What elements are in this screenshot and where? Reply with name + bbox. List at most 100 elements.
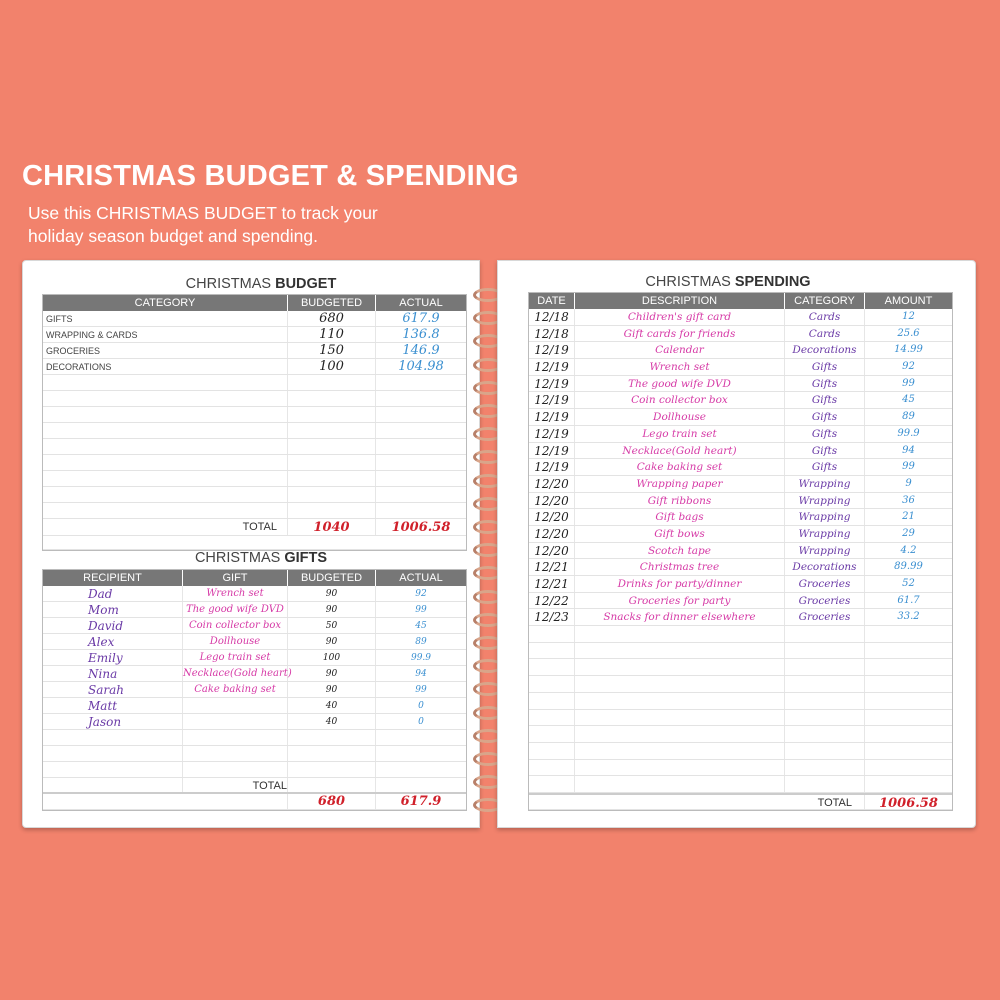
category-cell: Wrapping bbox=[785, 475, 865, 492]
amount-cell bbox=[865, 743, 952, 759]
category-cell bbox=[785, 776, 865, 792]
actual-cell bbox=[376, 439, 466, 454]
actual-cell: 94 bbox=[415, 669, 427, 679]
amount-cell bbox=[865, 626, 952, 642]
date-cell: 12/20 bbox=[529, 542, 575, 559]
table-row bbox=[43, 487, 466, 503]
recipient-cell bbox=[43, 746, 183, 761]
table-header: DATE DESCRIPTION CATEGORY AMOUNT bbox=[529, 293, 952, 309]
category-cell bbox=[43, 375, 288, 390]
total-actual: 617.9 bbox=[400, 794, 442, 809]
date-cell bbox=[529, 659, 575, 676]
table-row bbox=[529, 676, 952, 693]
page-title: CHRISTMAS BUDGET & SPENDING bbox=[22, 160, 519, 192]
column-header: GIFT bbox=[183, 570, 288, 586]
date-cell: 12/21 bbox=[529, 559, 575, 575]
category-cell bbox=[43, 471, 288, 486]
table-row bbox=[43, 439, 466, 455]
table-row: 12/19 Coin collector box Gifts 45 bbox=[529, 392, 952, 410]
date-cell: 12/22 bbox=[529, 592, 575, 609]
date-cell bbox=[529, 742, 575, 759]
amount-cell bbox=[865, 710, 952, 726]
gift-cell bbox=[183, 730, 288, 745]
blank-row bbox=[43, 536, 466, 550]
actual-cell bbox=[376, 487, 466, 502]
table-row: 12/19 Dollhouse Gifts 89 bbox=[529, 409, 952, 426]
gift-cell: Necklace(Gold heart) bbox=[183, 666, 292, 681]
table-row: GROCERIES 150 146.9 bbox=[43, 343, 466, 359]
category-cell: Wrapping bbox=[785, 509, 865, 525]
category-cell bbox=[785, 642, 865, 659]
actual-cell: 136.8 bbox=[402, 327, 440, 342]
date-cell: 12/19 bbox=[529, 425, 575, 442]
amount-cell bbox=[865, 676, 952, 692]
category-cell bbox=[43, 455, 288, 470]
budgeted-cell: 150 bbox=[288, 343, 376, 358]
actual-cell bbox=[376, 730, 466, 745]
actual-cell: 99 bbox=[415, 685, 427, 695]
table-row bbox=[529, 626, 952, 643]
description-cell: Children's gift card bbox=[575, 309, 785, 325]
category-cell bbox=[785, 626, 865, 642]
amount-cell: 99 bbox=[902, 461, 915, 473]
description-cell bbox=[575, 726, 785, 742]
table-row: 12/21 Drinks for party/dinner Groceries 52 bbox=[529, 576, 952, 593]
category-cell: Gifts bbox=[785, 392, 865, 409]
amount-cell: 4.2 bbox=[900, 544, 917, 556]
spending-title: CHRISTMAS SPENDING bbox=[498, 274, 958, 290]
budgeted-cell bbox=[288, 487, 376, 502]
table-header: RECIPIENT GIFT BUDGETED ACTUAL bbox=[43, 570, 466, 586]
table-row: 12/19 Wrench set Gifts 92 bbox=[529, 359, 952, 376]
actual-cell: 0 bbox=[418, 717, 424, 727]
category-cell: Gifts bbox=[785, 442, 865, 459]
description-cell bbox=[575, 626, 785, 642]
recipient-cell: Sarah bbox=[43, 682, 183, 697]
budget-title-bold: BUDGET bbox=[275, 276, 337, 292]
description-cell: Dollhouse bbox=[575, 409, 785, 425]
table-row: Sarah Cake baking set 90 99 bbox=[43, 682, 466, 698]
actual-cell bbox=[376, 455, 466, 470]
actual-cell bbox=[376, 762, 466, 777]
total-label: TOTAL bbox=[183, 778, 288, 792]
category-cell: Cards bbox=[785, 309, 865, 325]
budgeted-cell bbox=[288, 439, 376, 454]
date-cell bbox=[529, 626, 575, 642]
description-cell: The good wife DVD bbox=[575, 375, 785, 392]
left-page: CHRISTMAS BUDGET CATEGORY BUDGETED ACTUAL G… bbox=[22, 260, 480, 828]
budgeted-cell bbox=[288, 455, 376, 470]
table-row bbox=[529, 659, 952, 677]
table-row bbox=[529, 759, 952, 777]
column-header: ACTUAL bbox=[399, 572, 443, 584]
amount-cell bbox=[865, 693, 952, 709]
column-header: RECIPIENT bbox=[43, 570, 183, 586]
category-cell: Decorations bbox=[785, 342, 865, 359]
actual-cell: 92 bbox=[415, 589, 427, 599]
description-cell: Cake baking set bbox=[575, 459, 785, 475]
description-cell: Coin collector box bbox=[575, 392, 785, 409]
description-cell bbox=[575, 759, 785, 776]
table-row: 12/20 Scotch tape Wrapping 4.2 bbox=[529, 542, 952, 560]
table-row: Matt 40 0 bbox=[43, 698, 466, 714]
column-header: AMOUNT bbox=[884, 295, 933, 307]
gift-cell bbox=[183, 714, 288, 729]
category-cell: Gifts bbox=[785, 459, 865, 475]
date-cell: 12/23 bbox=[529, 609, 575, 626]
actual-cell: 104.98 bbox=[398, 359, 444, 374]
category-cell: Gifts bbox=[785, 425, 865, 442]
date-cell: 12/20 bbox=[529, 509, 575, 525]
subtitle-line-1: Use this CHRISTMAS BUDGET to track your bbox=[28, 203, 378, 223]
budget-title-light: CHRISTMAS bbox=[185, 276, 276, 292]
date-cell: 12/20 bbox=[529, 525, 575, 542]
description-cell: Christmas tree bbox=[575, 559, 785, 575]
gift-cell bbox=[183, 698, 288, 713]
gift-cell: Cake baking set bbox=[183, 682, 288, 697]
total-budgeted: 1040 bbox=[288, 519, 376, 535]
category-cell bbox=[43, 503, 288, 518]
recipient-cell: David bbox=[43, 618, 183, 633]
category-cell: Gifts bbox=[785, 409, 865, 425]
gift-cell: Dollhouse bbox=[183, 634, 288, 649]
category-cell bbox=[43, 439, 288, 454]
category-cell: Cards bbox=[785, 325, 865, 342]
table-row: 12/19 The good wife DVD Gifts 99 bbox=[529, 375, 952, 393]
table-row bbox=[43, 391, 466, 407]
